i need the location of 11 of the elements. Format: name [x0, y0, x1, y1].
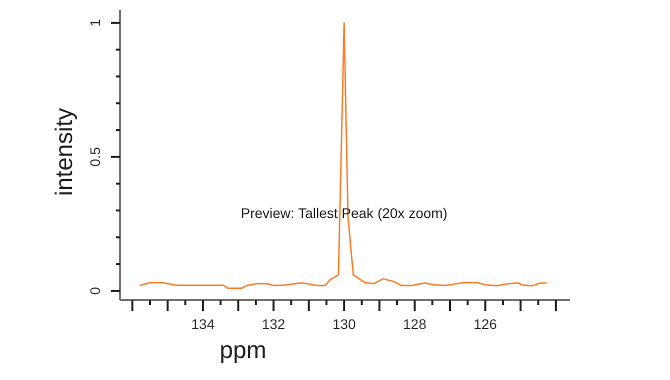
y-tick-label: 0	[87, 286, 103, 295]
line-series	[139, 22, 548, 289]
x-tick-label: 128	[403, 316, 427, 332]
x-tick-label: 132	[262, 316, 286, 332]
x-axis-title: ppm	[220, 337, 266, 364]
x-tick-label: 130	[332, 316, 356, 332]
x-tick-label: 134	[191, 316, 215, 332]
y-tick-label: 1	[87, 18, 103, 27]
y-tick-label: 0.5	[87, 146, 103, 167]
y-axis-title: intensity	[51, 108, 78, 196]
x-tick-label: 126	[474, 316, 498, 332]
